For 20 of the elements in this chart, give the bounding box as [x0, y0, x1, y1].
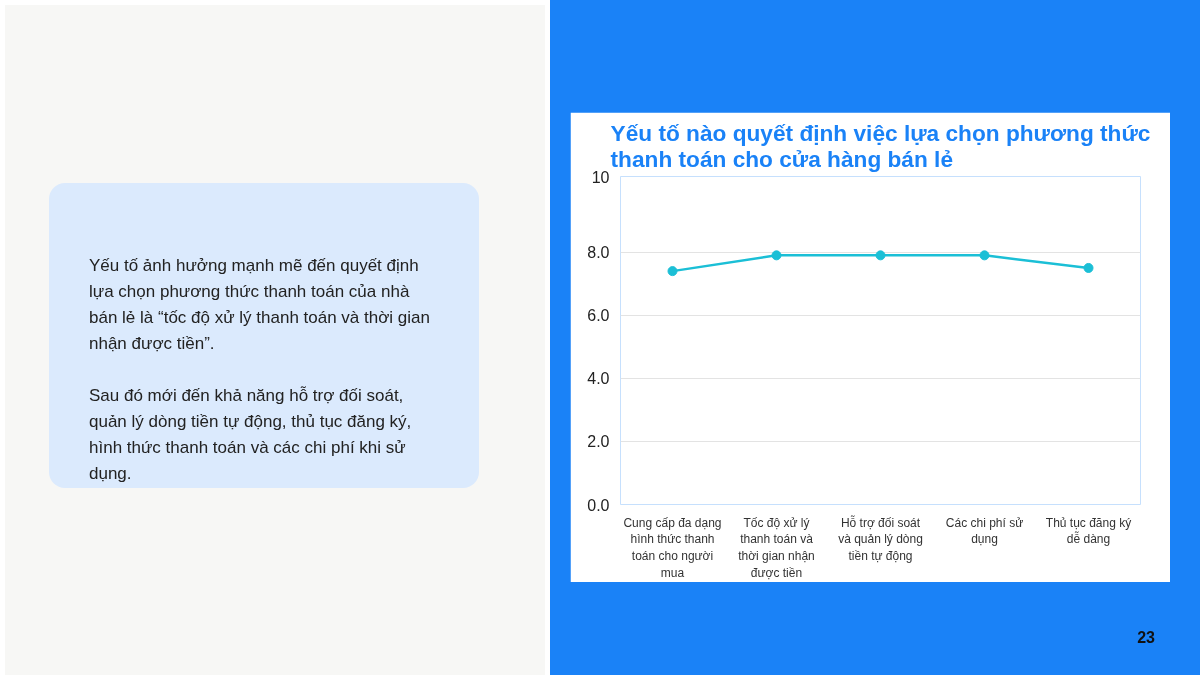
- x-tick-label: Cung cấp đa dạng hình thức thanh toán cho người mua: [623, 515, 722, 580]
- x-tick-label: Thủ tục đăng ký dễ dàng: [1045, 515, 1132, 547]
- text: 23: [1136, 628, 1155, 648]
- y-tick-label: 8.0: [587, 244, 610, 262]
- y-tick-label: 6.0: [587, 307, 610, 325]
- point: [1083, 262, 1094, 273]
- x-tick-label: Các chi phí sử dụng: [945, 515, 1024, 547]
- chart-title: Yếu tố nào quyết định việc lựa chọn phương thức thanh toán cho cửa hàng bán lẻ: [610, 119, 1151, 172]
- y-tick-label: 2.0: [587, 433, 610, 451]
- y-tick-label: 0.0: [587, 496, 610, 514]
- point: [875, 250, 886, 261]
- x-tick-label: Tốc độ xử lý thanh toán và thời gian nhận được tiền: [738, 515, 815, 580]
- text: Sau đó mới đến khả năng hỗ trợ đối soát, quản lý dòng tiền tự động, thủ tục đăng ký, hình thức thanh toán và các chi phí khi sử dụng.: [89, 385, 413, 485]
- point: [771, 250, 782, 261]
- x-tick-label: Hỗ trợ đối soát và quản lý dòng tiền tự động: [838, 514, 923, 564]
- point: [979, 250, 990, 261]
- point: [667, 266, 678, 277]
- y-tick-label: 4.0: [587, 370, 610, 388]
- y-tick-label: 10: [591, 168, 610, 186]
- text: Yếu tố ảnh hưởng mạnh mẽ đến quyết định lựa chọn phương thức thanh toán của nhà bán lẻ là “tốc độ xử lý thanh toán và thời gian nhận được tiền”.: [89, 255, 431, 355]
